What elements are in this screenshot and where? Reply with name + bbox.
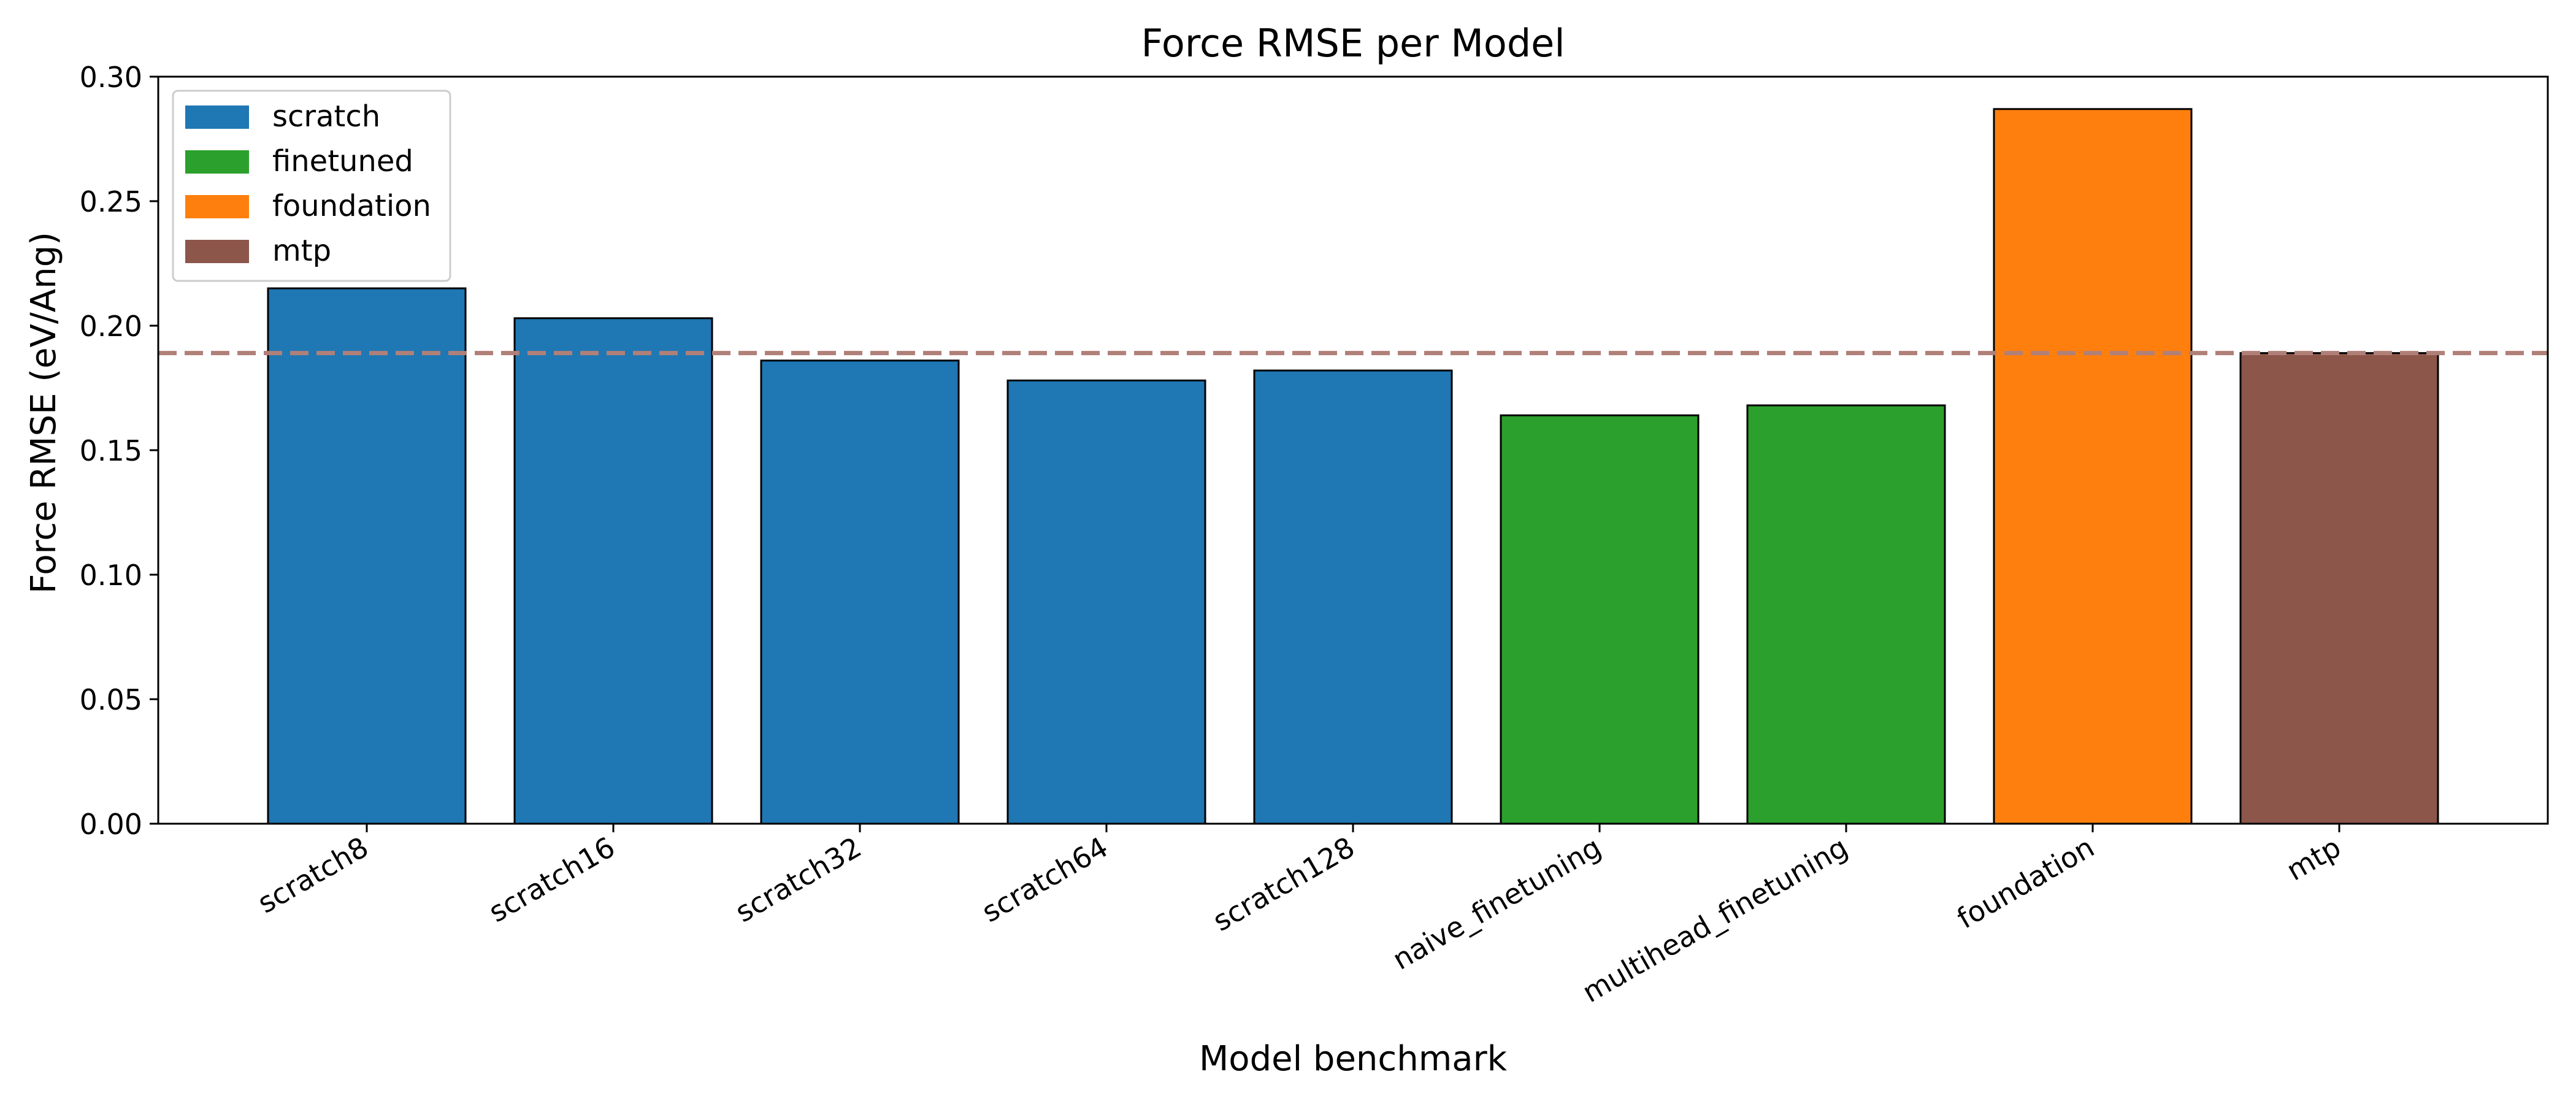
- x-tick-label: scratch128: [1207, 830, 1360, 938]
- x-tick-label: naive_finetuning: [1387, 830, 1606, 976]
- x-tick-label: scratch64: [976, 830, 1114, 929]
- bar-scratch32: [760, 359, 960, 825]
- y-axis-label: Force RMSE (eV/Ang): [24, 232, 64, 594]
- x-axis-label: Model benchmark: [1199, 1039, 1508, 1079]
- bar-scratch128: [1253, 369, 1453, 825]
- bar-scratch64: [1006, 379, 1206, 825]
- legend-box: [172, 90, 451, 282]
- x-axis: scratch8 scratch16 scratch32 scratch64 scrat…: [252, 824, 2347, 1009]
- y-axis: 0.00 0.05 0.10 0.15 0.20 0.25 0.30: [80, 61, 158, 841]
- legend-label-mtp: mtp: [272, 234, 331, 268]
- legend-label-scratch: scratch: [272, 99, 380, 134]
- legend: scratch finetuned foundation mtp: [172, 90, 451, 282]
- legend-swatch-finetuned: [185, 150, 249, 174]
- x-tick-label: mtp: [2281, 830, 2347, 887]
- x-tick-label: multihead_finetuning: [1577, 830, 1853, 1009]
- legend-swatch-foundation: [185, 195, 249, 218]
- y-tick-label: 0.00: [80, 808, 142, 841]
- bars-group: [267, 108, 2439, 825]
- bar-mtp: [2239, 352, 2439, 825]
- y-tick-label: 0.30: [80, 61, 142, 94]
- x-tick-label: scratch16: [483, 830, 621, 929]
- bar-scratch8: [267, 287, 467, 825]
- bar-naive_finetuning: [1500, 414, 1700, 825]
- bar-scratch16: [513, 317, 713, 825]
- bar-foundation: [1993, 108, 2193, 825]
- plot-frame: [157, 75, 2549, 825]
- chart-title: Force RMSE per Model: [1141, 21, 1565, 66]
- bar-multihead_finetuning: [1746, 404, 1946, 825]
- y-tick-label: 0.20: [80, 310, 142, 343]
- x-tick-label: scratch32: [730, 830, 867, 929]
- y-tick-label: 0.05: [80, 683, 142, 716]
- legend-swatch-scratch: [185, 105, 249, 129]
- x-tick-label: foundation: [1952, 830, 2100, 935]
- legend-label-finetuned: finetuned: [272, 144, 413, 178]
- y-tick-label: 0.25: [80, 185, 142, 218]
- legend-label-foundation: foundation: [272, 189, 431, 223]
- y-tick-label: 0.10: [80, 559, 142, 592]
- y-tick-label: 0.15: [80, 434, 142, 467]
- x-tick-label: scratch8: [252, 830, 374, 920]
- legend-swatch-mtp: [185, 240, 249, 263]
